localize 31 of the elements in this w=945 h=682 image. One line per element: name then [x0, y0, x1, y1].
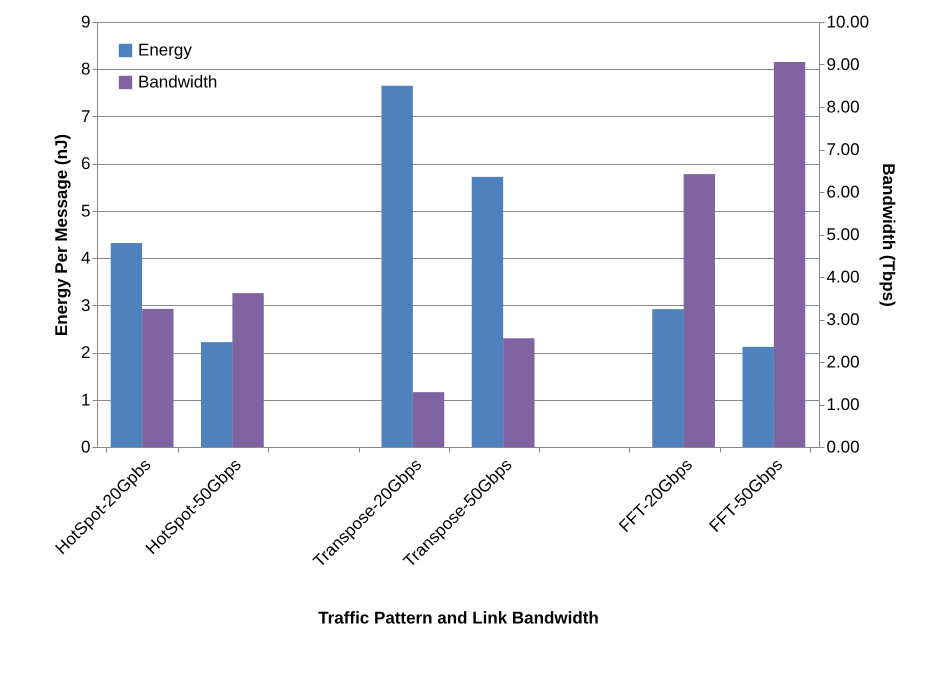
- y2-axis-title: Bandwidth (Tbps): [879, 163, 898, 307]
- y2-tick-label: 6.00: [826, 182, 860, 202]
- legend-label: Bandwidth: [138, 72, 218, 92]
- y-tick-label: 8: [81, 60, 90, 79]
- y-tick-label: 0: [81, 438, 90, 456]
- y2-tick-label: 2.00: [826, 352, 860, 372]
- bar: [472, 176, 504, 447]
- y-axis-title: Energy Per Message (nJ): [52, 134, 72, 336]
- x-axis-title: Traffic Pattern and Link Bandwidth: [318, 608, 599, 628]
- y2-tick-label: 5.00: [826, 225, 860, 244]
- y-tick-label: 5: [81, 201, 90, 220]
- y2-tick-label: 0.00: [826, 438, 860, 456]
- y2-tick-label: 3.00: [826, 310, 860, 329]
- y-tick-label: 9: [81, 12, 90, 32]
- y-tick-label: 3: [81, 296, 90, 315]
- bar: [412, 392, 444, 447]
- y2-tick-label: 7.00: [826, 140, 860, 159]
- bar: [381, 86, 413, 447]
- y-tick-label: 6: [81, 154, 90, 174]
- legend-label: Energy: [138, 40, 192, 60]
- bar: [742, 346, 774, 447]
- y-tick-label: 7: [81, 106, 90, 126]
- y2-tick-label: 4.00: [826, 268, 860, 286]
- y-tick-label: 4: [81, 248, 90, 268]
- y2-tick-label: 10.00: [826, 12, 870, 32]
- y2-tick-label: 9.00: [826, 55, 860, 74]
- bar: [774, 62, 806, 447]
- y2-tick-label: 1.00: [826, 395, 860, 414]
- y-tick-label: 2: [81, 343, 90, 362]
- y2-tick-label: 8.00: [826, 98, 860, 116]
- y-tick-label: 1: [81, 390, 90, 410]
